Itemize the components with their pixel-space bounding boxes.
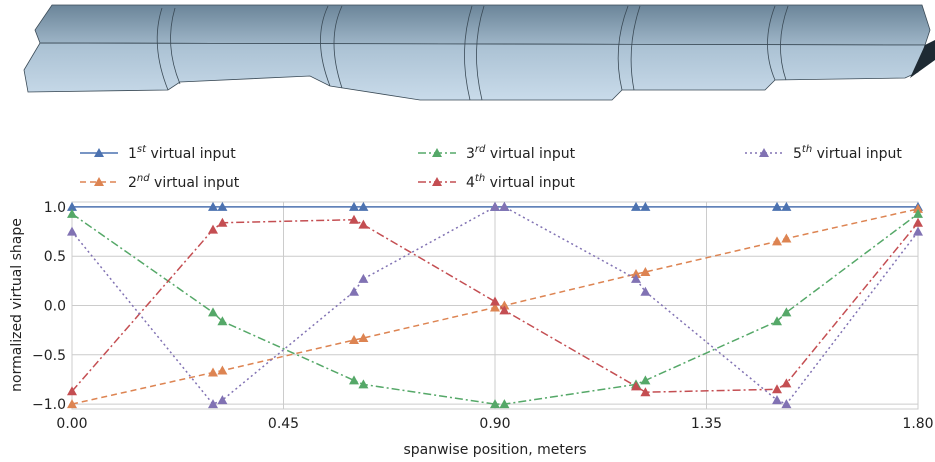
series-2-marker — [349, 335, 359, 344]
series-5 — [67, 201, 923, 409]
series-5-marker — [208, 399, 218, 409]
series-4-marker — [781, 378, 792, 388]
series-5-marker — [913, 226, 923, 236]
series-5-marker — [349, 286, 359, 296]
y-tick-labels: 1.0 0.5 0.0 −0.5 −1.0 — [32, 200, 66, 413]
x-tick-label: 1.80 — [902, 416, 933, 432]
series-2-marker — [772, 236, 782, 246]
series-2-marker — [217, 365, 228, 375]
x-tick-label: 0.00 — [56, 416, 87, 432]
series-1-marker — [631, 201, 641, 211]
series-1-marker — [640, 201, 651, 211]
series-4-marker — [490, 296, 500, 306]
legend-entry-2: 2nd virtual input — [80, 173, 240, 191]
legend-marker — [94, 148, 104, 157]
series-1-marker — [217, 201, 228, 211]
series-4-marker — [640, 387, 651, 397]
series-5-marker — [358, 273, 369, 283]
series-4-marker — [499, 305, 510, 315]
legend-marker — [759, 148, 769, 157]
series-5-marker — [631, 273, 641, 283]
x-axis-label: spanwise position, meters — [403, 442, 586, 458]
series-3-marker — [490, 399, 500, 409]
legend-label: 4th virtual input — [466, 173, 575, 191]
legend-marker — [432, 148, 442, 157]
wing-lower-surface — [23, 42, 926, 101]
y-axis-label: normalized virtual shape — [9, 218, 25, 392]
series-3-marker — [499, 399, 510, 409]
series-2-marker — [781, 233, 792, 243]
series-5-marker — [67, 226, 77, 236]
series-4-marker — [913, 217, 923, 227]
series-1-marker — [358, 201, 369, 211]
legend-entry-1: 1st virtual input — [80, 144, 236, 162]
series-5-marker — [781, 399, 792, 409]
series-2-marker — [358, 333, 369, 343]
legend-entry-4: 4th virtual input — [418, 173, 575, 191]
series-1-marker — [208, 201, 218, 211]
series-2-marker — [490, 302, 500, 312]
x-tick-label: 0.90 — [479, 416, 510, 432]
series-layer — [67, 201, 923, 409]
y-tick-label: 0.5 — [44, 249, 66, 265]
series-3-marker — [913, 208, 923, 218]
series-3-marker — [358, 379, 369, 389]
wing-panel-lines — [156, 5, 789, 101]
series-4-marker — [772, 384, 782, 394]
wing-tip — [910, 40, 935, 78]
series-5-marker — [499, 201, 510, 211]
series-3-marker — [217, 316, 228, 326]
series-2-marker — [208, 367, 218, 377]
series-4-marker — [631, 381, 641, 391]
legend: 1st virtual input 2nd virtual input 3rd vi… — [80, 144, 902, 191]
legend-label: 3rd virtual input — [466, 144, 576, 162]
series-5-marker — [217, 395, 228, 405]
legend-entry-5: 5th virtual input — [745, 144, 902, 162]
legend-label: 1st virtual input — [128, 144, 236, 162]
legend-label: 2nd virtual input — [128, 173, 240, 191]
series-1-marker — [349, 201, 359, 211]
x-tick-label: 0.45 — [268, 416, 299, 432]
x-tick-labels: 0.00 0.45 0.90 1.35 1.80 — [56, 416, 933, 432]
series-5-marker — [640, 286, 651, 296]
y-tick-label: 1.0 — [44, 200, 66, 216]
series-3-marker — [208, 307, 218, 317]
series-4-marker — [349, 214, 359, 224]
y-tick-label: −1.0 — [32, 397, 66, 413]
y-tick-label: 0.0 — [44, 299, 66, 315]
series-1-marker — [772, 201, 782, 211]
series-3-marker — [781, 307, 792, 317]
series-4-marker — [67, 386, 77, 396]
series-4-marker — [208, 224, 218, 234]
series-4-marker — [217, 217, 228, 227]
plot-area: 0.00 0.45 0.90 1.35 1.80 1.0 0.5 0.0 −0.5 −1.0 — [32, 200, 934, 432]
series-2-marker — [640, 266, 651, 276]
legend-marker — [94, 177, 104, 186]
legend-entry-3: 3rd virtual input — [418, 144, 576, 162]
series-3-marker — [640, 375, 651, 385]
series-3-marker — [772, 316, 782, 326]
series-1-marker — [781, 201, 792, 211]
series-2 — [67, 203, 923, 409]
series-1-marker — [67, 201, 77, 211]
series-2-marker — [913, 203, 923, 213]
legend-label: 5th virtual input — [793, 144, 902, 162]
series-4 — [67, 214, 923, 397]
series-3-marker — [349, 375, 359, 385]
series-2-marker — [631, 268, 641, 278]
legend-marker — [432, 177, 442, 186]
y-tick-label: −0.5 — [32, 348, 66, 364]
series-5-marker — [490, 201, 500, 211]
series-3-marker — [67, 208, 77, 218]
wing-render — [23, 4, 935, 101]
series-2-marker — [67, 399, 77, 409]
x-tick-label: 1.35 — [691, 416, 722, 432]
series-5-marker — [772, 395, 782, 405]
series-4-marker — [358, 219, 369, 229]
